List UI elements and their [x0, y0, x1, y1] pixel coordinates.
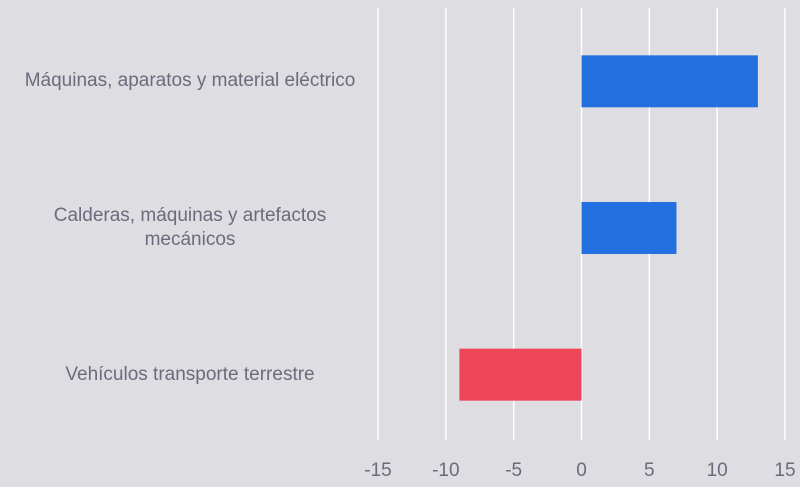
- x-tick-label: 0: [576, 460, 587, 481]
- x-tick-label: 10: [707, 460, 728, 481]
- y-tick-label: Vehículos transporte terrestre: [65, 363, 315, 385]
- x-tick-label: -15: [364, 460, 391, 481]
- x-tick-label: -10: [432, 460, 459, 481]
- x-tick-label: 5: [644, 460, 655, 481]
- y-tick-label: Máquinas, aparatos y material eléctrico: [24, 70, 356, 92]
- x-tick-label: 15: [774, 460, 795, 481]
- bar: [581, 202, 677, 254]
- x-tick-label: -5: [505, 460, 522, 481]
- bar: [459, 348, 582, 401]
- y-tick-label: Calderas, máquinas y artefactos mecánico…: [53, 205, 327, 250]
- bar: [581, 55, 758, 108]
